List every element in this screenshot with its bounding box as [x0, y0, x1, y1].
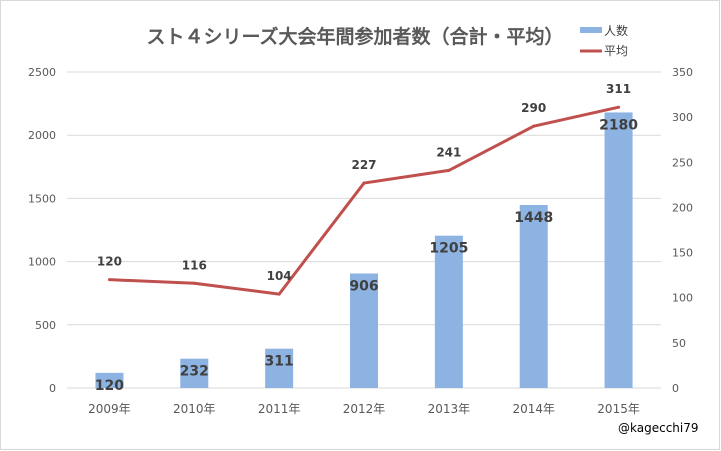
bar-data-label: 906	[349, 278, 378, 294]
bar-data-label: 120	[95, 378, 124, 394]
bar	[265, 348, 294, 388]
line-data-label: 227	[351, 158, 376, 172]
watermark: @kagecchi79	[618, 421, 699, 435]
x-axis-tick: 2014年	[512, 402, 555, 416]
left-axis-tick: 2500	[28, 66, 56, 79]
x-axis-tick: 2009年	[88, 402, 131, 416]
right-axis-tick: 100	[672, 292, 693, 305]
left-axis-tick: 500	[35, 319, 56, 332]
bar-data-label: 1205	[429, 241, 468, 257]
bar	[95, 372, 124, 388]
bar	[519, 204, 548, 388]
x-axis-tick: 2011年	[258, 402, 301, 416]
line-data-label: 104	[267, 269, 292, 283]
line-data-label: 311	[606, 82, 631, 96]
left-axis-tick: 2000	[28, 129, 56, 142]
line-point	[362, 181, 366, 185]
chart-title: スト４シリーズ大会年間参加者数（合計・平均）	[146, 25, 563, 48]
right-axis-tick: 250	[672, 156, 693, 169]
right-axis-tick: 200	[672, 201, 693, 214]
right-axis-tick: 50	[672, 337, 686, 350]
bar-data-label: 232	[180, 364, 209, 380]
line-data-label: 290	[521, 101, 546, 115]
right-axis-tick: 350	[672, 66, 693, 79]
bar	[604, 112, 633, 388]
line-point	[617, 105, 621, 109]
left-axis-tick: 1000	[28, 256, 56, 269]
bar	[350, 273, 378, 388]
x-axis-tick: 2012年	[343, 402, 386, 416]
bar	[180, 358, 209, 388]
x-axis-tick: 2013年	[428, 402, 471, 416]
bar-data-label: 311	[265, 354, 294, 370]
x-axis-tick: 2015年	[597, 402, 640, 416]
bar-data-label: 2180	[599, 117, 638, 133]
line-point	[107, 278, 111, 282]
legend-label-average: 平均	[604, 44, 628, 58]
right-axis-tick: 0	[672, 382, 679, 395]
right-axis-tick: 150	[672, 247, 693, 260]
legend-bar-swatch	[580, 27, 602, 33]
x-axis-tick: 2010年	[173, 402, 216, 416]
line-data-label: 241	[436, 145, 461, 159]
line-data-label: 116	[182, 258, 207, 272]
line-point	[532, 124, 536, 128]
legend-label-count: 人数	[604, 23, 628, 38]
right-axis-tick: 300	[672, 111, 693, 124]
line-point	[277, 292, 281, 296]
left-axis-tick: 1500	[28, 192, 56, 205]
bar-data-label: 1448	[514, 210, 553, 226]
line-point	[192, 281, 196, 285]
bar	[434, 235, 463, 388]
line-point	[447, 168, 451, 172]
line-data-label: 120	[97, 255, 122, 269]
left-axis-tick: 0	[49, 382, 56, 395]
